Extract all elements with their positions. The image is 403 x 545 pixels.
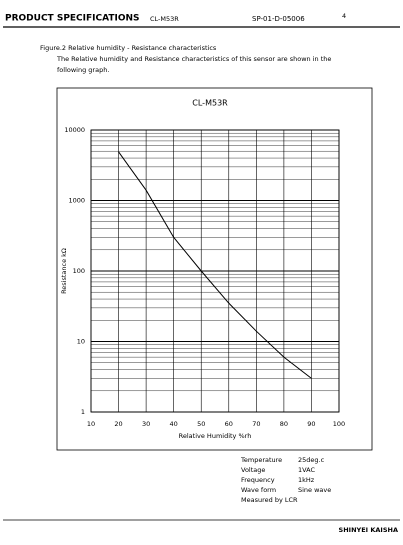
chart-title: CL-M53R (192, 99, 228, 108)
figure-caption: Figure.2 Relative humidity - Resistance … (40, 44, 217, 52)
y-tick-label: 100 (73, 267, 85, 275)
y-tick-label: 1000 (68, 197, 85, 205)
x-tick-label: 60 (225, 420, 233, 428)
footer-company: SHINYEI KAISHA (339, 526, 398, 534)
header-doc-number: SP-01-D-05006 (252, 15, 305, 23)
condition-value: 25deg.c (298, 456, 325, 464)
condition-value: Sine wave (298, 486, 331, 494)
data-line (118, 151, 312, 379)
conditions-note: Measured by LCR (241, 496, 298, 504)
header-model: CL-M53R (150, 15, 179, 23)
condition-value: 1kHz (298, 476, 315, 484)
condition-label: Wave form (241, 486, 276, 494)
x-tick-label: 80 (280, 420, 288, 428)
condition-label: Frequency (241, 476, 275, 484)
chart-frame (56, 87, 373, 451)
condition-value: 1VAC (298, 466, 315, 474)
x-tick-label: 30 (142, 420, 150, 428)
y-tick-label: 10 (77, 338, 85, 346)
figure-description: The Relative humidity and Resistance cha… (56, 55, 331, 63)
y-tick-label: 10000 (64, 126, 85, 134)
x-axis-label: Relative Humidity %rh (179, 432, 252, 440)
header-title: PRODUCT SPECIFICATIONS (5, 14, 140, 24)
x-tick-label: 20 (114, 420, 122, 428)
condition-label: Voltage (241, 466, 265, 474)
x-tick-label: 40 (170, 420, 178, 428)
x-tick-label: 90 (307, 420, 315, 428)
plot-frame (90, 129, 340, 413)
x-tick-label: 50 (197, 420, 205, 428)
x-tick-label: 10 (87, 420, 95, 428)
figure-description: following graph. (57, 66, 109, 74)
x-tick-label: 70 (252, 420, 260, 428)
header-page: 4 (342, 12, 346, 20)
condition-label: Temperature (240, 456, 282, 464)
y-tick-label: 1 (81, 408, 85, 416)
x-tick-label: 100 (333, 420, 345, 428)
y-axis-label: Resistance kΩ (60, 248, 68, 294)
